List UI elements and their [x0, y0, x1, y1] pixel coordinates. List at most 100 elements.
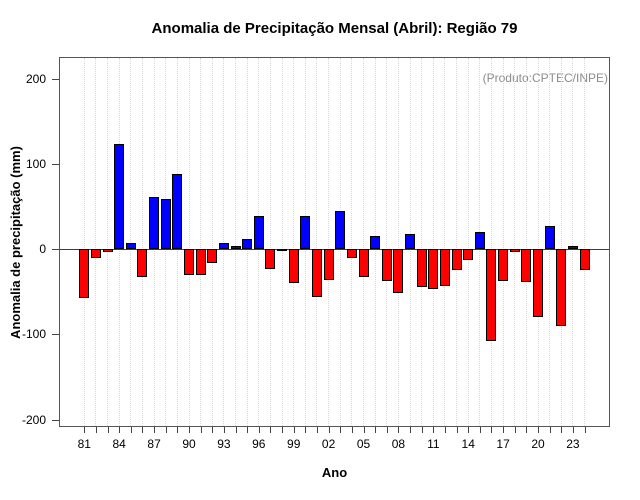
x-tick-1984	[119, 427, 121, 433]
y-tick-label-0: 0	[39, 242, 46, 256]
bar-1987	[149, 197, 160, 249]
x-tick-1993	[223, 427, 225, 433]
x-tick-1999	[293, 427, 295, 433]
gridline-2002	[328, 58, 330, 426]
gridline-1985	[130, 58, 132, 426]
gridline-2012	[444, 58, 446, 426]
bar-2002	[323, 249, 334, 280]
x-tick-label-1987: 87	[147, 437, 161, 451]
bar-2001	[311, 249, 322, 297]
bar-2014	[463, 249, 474, 260]
x-tick-1988	[165, 427, 167, 433]
gridline-1993	[223, 58, 225, 426]
gridline-2019	[525, 58, 527, 426]
x-tick-1995	[247, 427, 249, 433]
x-tick-1996	[258, 427, 260, 433]
x-tick-2022	[561, 427, 563, 433]
bar-2023	[567, 246, 578, 249]
gridline-2013	[456, 58, 458, 426]
x-tick-2006	[375, 427, 377, 433]
x-tick-2017	[503, 427, 505, 433]
x-tick-2007	[386, 427, 388, 433]
bar-2006	[370, 236, 381, 249]
x-tick-2013	[456, 427, 458, 433]
y-tick-0	[52, 249, 59, 250]
x-tick-label-2017: 17	[496, 437, 510, 451]
y-tick-200	[52, 79, 59, 80]
gridline-2008	[397, 58, 399, 426]
x-tick-1981	[84, 427, 86, 433]
gridline-2018	[514, 58, 516, 426]
bar-1981	[79, 249, 90, 298]
bar-1986	[137, 249, 148, 277]
x-tick-2009	[410, 427, 412, 433]
x-tick-2004	[351, 427, 353, 433]
gridline-2010	[421, 58, 423, 426]
x-tick-label-1981: 81	[77, 437, 91, 451]
bar-1993	[218, 243, 229, 249]
x-tick-1989	[177, 427, 179, 433]
product-annotation: (Produto:CPTEC/INPE)	[482, 71, 608, 85]
x-tick-1987	[154, 427, 156, 433]
gridline-1990	[188, 58, 190, 426]
bar-1984	[114, 144, 125, 249]
x-tick-2020	[538, 427, 540, 433]
x-tick-2016	[491, 427, 493, 433]
gridline-1998	[281, 58, 283, 426]
bar-1989	[172, 174, 183, 249]
x-tick-2021	[549, 427, 551, 433]
chart-title: Anomalia de Precipitação Mensal (Abril):…	[151, 20, 518, 37]
x-tick-2015	[479, 427, 481, 433]
x-tick-label-2011: 11	[427, 437, 440, 451]
bar-1994	[230, 246, 241, 249]
x-axis-label: Ano	[321, 465, 348, 480]
bar-1996	[253, 216, 264, 249]
y-tick-label--100: -100	[21, 327, 46, 341]
zero-line	[59, 249, 610, 250]
gridline-1999	[293, 58, 295, 426]
bar-2010	[416, 249, 427, 287]
x-tick-1992	[212, 427, 214, 433]
x-tick-2011	[433, 427, 435, 433]
gridline-1981	[83, 58, 85, 426]
x-tick-1994	[235, 427, 237, 433]
x-tick-1997	[270, 427, 272, 433]
x-tick-2001	[316, 427, 318, 433]
x-tick-2002	[328, 427, 330, 433]
x-tick-1990	[189, 427, 190, 433]
x-tick-label-2020: 20	[531, 437, 545, 451]
y-tick-100	[52, 164, 59, 165]
gridline-2022	[560, 58, 562, 426]
bar-2004	[346, 249, 357, 258]
bar-1997	[265, 249, 276, 269]
bar-2005	[358, 249, 369, 277]
gridline-1997	[269, 58, 271, 426]
x-tick-label-1999: 99	[287, 437, 301, 451]
x-tick-2008	[398, 427, 400, 433]
gridline-2016	[490, 58, 492, 426]
gridline-2007	[386, 58, 388, 426]
x-tick-2012	[444, 427, 446, 433]
x-tick-2010	[421, 427, 423, 433]
x-tick-1985	[130, 427, 132, 433]
bar-1992	[207, 249, 218, 263]
gridline-2011	[432, 58, 434, 426]
bar-2016	[486, 249, 497, 341]
gridline-1983	[107, 58, 109, 426]
gridline-1992	[211, 58, 213, 426]
y-tick-label-100: 100	[25, 157, 46, 171]
bar-1998	[277, 249, 288, 251]
bar-2019	[521, 249, 532, 282]
x-tick-2000	[305, 427, 307, 433]
y-tick-label--200: -200	[21, 413, 46, 427]
bar-1990	[184, 249, 194, 275]
x-tick-label-2014: 14	[461, 437, 475, 451]
y-tick--200	[52, 420, 59, 421]
bar-2007	[381, 249, 392, 281]
gridline-2004	[351, 58, 353, 426]
bar-1988	[160, 199, 171, 249]
x-tick-1991	[200, 427, 202, 433]
x-tick-label-2023: 23	[566, 437, 580, 451]
x-tick-2023	[572, 427, 574, 433]
